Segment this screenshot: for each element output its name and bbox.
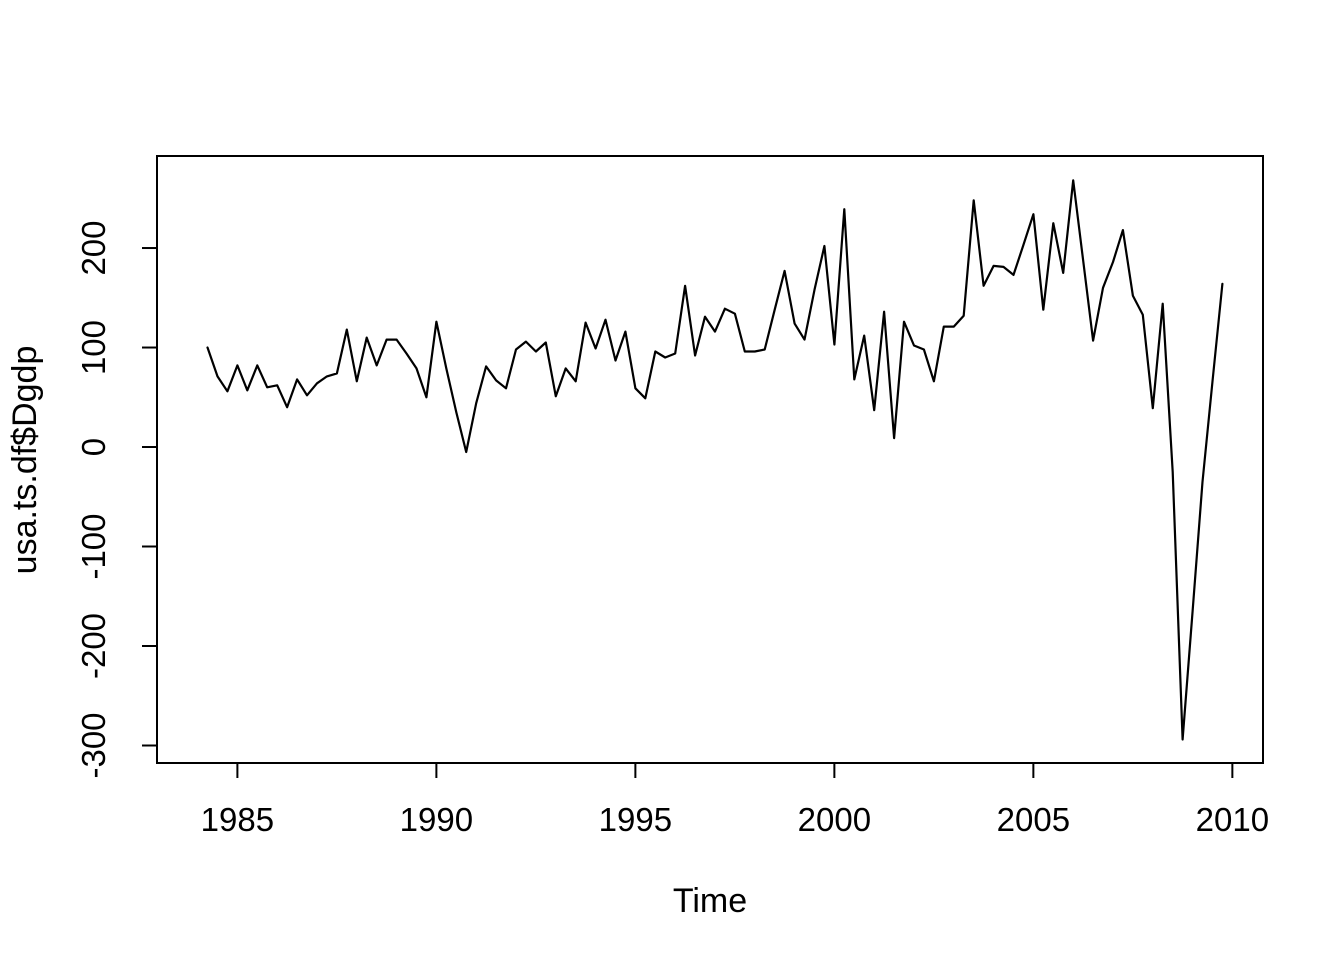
y-tick-label: 0 [75,438,112,456]
x-tick-label: 2000 [798,801,871,838]
y-tick-label: -100 [75,513,112,579]
y-tick-label: 100 [75,320,112,375]
x-tick-label: 1995 [599,801,672,838]
y-tick-label: -200 [75,613,112,679]
data-series-line [206,179,1224,741]
y-tick-label: 200 [75,220,112,275]
x-tick-label: 1990 [400,801,473,838]
y-tick-label: -300 [75,712,112,778]
x-tick-label: 2005 [997,801,1070,838]
x-tick-label: 2010 [1196,801,1269,838]
y-axis-label: usa.ts.df$Dgdp [6,346,44,575]
x-tick-label: 1985 [201,801,274,838]
x-axis-label: Time [673,882,747,920]
plot-border [156,155,1264,764]
plot-area: 1985 1990 1995 2000 2005 2010 -300 -200 -100 0 100… [75,155,1269,838]
